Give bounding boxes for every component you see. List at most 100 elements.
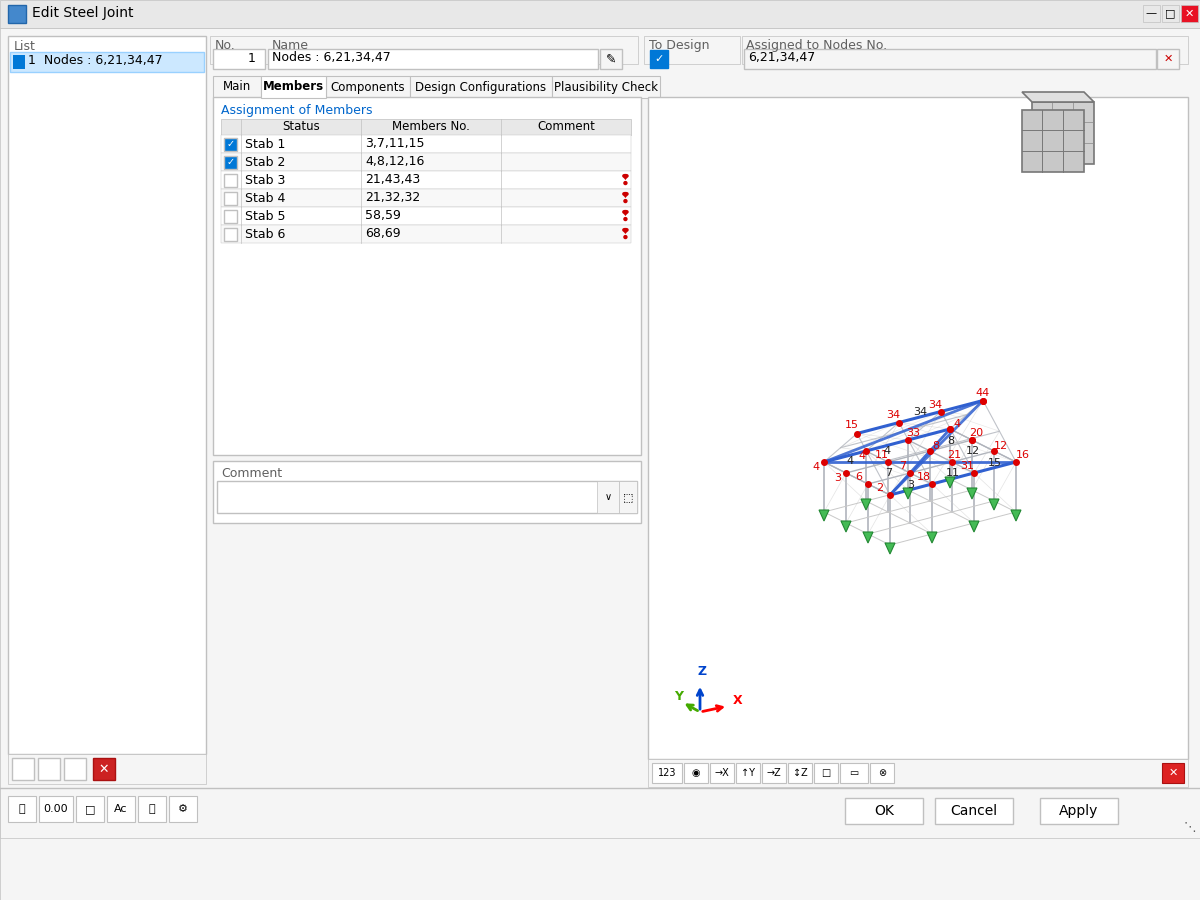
Polygon shape [967, 488, 977, 499]
FancyBboxPatch shape [221, 189, 631, 207]
Text: Main: Main [223, 80, 251, 94]
FancyBboxPatch shape [221, 135, 631, 153]
Text: 4: 4 [812, 462, 820, 472]
Text: Stab 6: Stab 6 [245, 228, 286, 240]
Text: Cancel: Cancel [950, 804, 997, 818]
Text: —: — [1146, 8, 1157, 19]
FancyBboxPatch shape [650, 50, 668, 68]
Text: 6: 6 [856, 472, 863, 482]
FancyBboxPatch shape [221, 207, 631, 225]
Text: 3: 3 [907, 480, 914, 490]
Text: Stab 5: Stab 5 [245, 210, 286, 222]
Text: 12: 12 [966, 446, 980, 456]
Text: 34: 34 [913, 407, 928, 417]
FancyBboxPatch shape [935, 798, 1013, 824]
Text: 21: 21 [947, 450, 961, 460]
Text: Status: Status [282, 121, 320, 133]
Text: 7: 7 [886, 469, 893, 479]
Text: 3,7,11,15: 3,7,11,15 [365, 138, 425, 150]
Text: 34: 34 [928, 400, 942, 410]
Text: ⬚: ⬚ [623, 492, 634, 502]
Text: OK: OK [874, 804, 894, 818]
Polygon shape [818, 510, 829, 521]
Text: Y: Y [674, 690, 683, 703]
Text: 6,21,34,47: 6,21,34,47 [748, 51, 815, 64]
FancyBboxPatch shape [710, 763, 734, 783]
Text: 3: 3 [834, 473, 841, 483]
FancyBboxPatch shape [221, 119, 631, 135]
Text: 1: 1 [248, 52, 256, 66]
Text: 4: 4 [883, 446, 890, 455]
FancyBboxPatch shape [224, 210, 238, 223]
FancyBboxPatch shape [8, 796, 36, 822]
FancyBboxPatch shape [619, 481, 637, 513]
Text: 16: 16 [1016, 450, 1030, 460]
Text: □: □ [1165, 8, 1176, 19]
Text: ⊗: ⊗ [878, 768, 886, 778]
FancyBboxPatch shape [8, 754, 206, 784]
Polygon shape [1010, 510, 1021, 521]
Text: 8: 8 [932, 441, 940, 451]
FancyBboxPatch shape [94, 758, 115, 780]
FancyBboxPatch shape [1162, 763, 1184, 783]
Text: ❢: ❢ [619, 227, 631, 241]
FancyBboxPatch shape [8, 5, 26, 23]
FancyBboxPatch shape [10, 52, 204, 72]
FancyBboxPatch shape [1022, 110, 1084, 172]
Text: 31: 31 [960, 461, 974, 471]
Polygon shape [862, 499, 871, 510]
Text: ◉: ◉ [691, 768, 701, 778]
FancyBboxPatch shape [744, 49, 1156, 69]
FancyBboxPatch shape [12, 758, 34, 780]
FancyBboxPatch shape [214, 49, 265, 69]
FancyBboxPatch shape [210, 36, 638, 64]
FancyBboxPatch shape [600, 49, 622, 69]
FancyBboxPatch shape [684, 763, 708, 783]
Polygon shape [863, 532, 874, 543]
FancyBboxPatch shape [169, 796, 197, 822]
FancyBboxPatch shape [652, 763, 682, 783]
FancyBboxPatch shape [38, 758, 60, 780]
Text: 15: 15 [988, 457, 1002, 467]
Text: ✕: ✕ [1184, 8, 1194, 19]
FancyBboxPatch shape [1032, 102, 1094, 164]
Text: ✓: ✓ [227, 140, 234, 149]
Polygon shape [928, 532, 937, 543]
Text: To Design: To Design [649, 39, 709, 52]
Text: 11: 11 [875, 450, 889, 460]
Text: List: List [14, 40, 36, 53]
FancyBboxPatch shape [224, 228, 238, 241]
Text: 11: 11 [946, 469, 960, 479]
Polygon shape [946, 477, 955, 488]
FancyBboxPatch shape [224, 192, 238, 205]
Text: 68,69: 68,69 [365, 228, 401, 240]
Text: 🔍: 🔍 [19, 804, 25, 814]
FancyBboxPatch shape [221, 225, 631, 243]
FancyBboxPatch shape [870, 763, 894, 783]
Text: ✎: ✎ [606, 52, 617, 66]
Text: Members: Members [263, 80, 324, 94]
Text: 4: 4 [846, 456, 853, 466]
FancyBboxPatch shape [742, 36, 1188, 64]
FancyBboxPatch shape [214, 76, 262, 98]
Text: ✕: ✕ [1163, 54, 1172, 64]
FancyBboxPatch shape [326, 76, 410, 98]
FancyBboxPatch shape [224, 138, 238, 151]
Text: 21,32,32: 21,32,32 [365, 192, 420, 204]
Text: 0.00: 0.00 [43, 804, 68, 814]
FancyBboxPatch shape [0, 28, 1200, 900]
Text: 4: 4 [858, 451, 865, 461]
Text: 20: 20 [968, 428, 983, 438]
FancyBboxPatch shape [648, 759, 1188, 787]
Text: ▭: ▭ [850, 768, 859, 778]
Text: ↕Z: ↕Z [793, 768, 808, 778]
Text: No.: No. [215, 39, 235, 52]
Polygon shape [989, 499, 998, 510]
FancyBboxPatch shape [138, 796, 166, 822]
FancyBboxPatch shape [814, 763, 838, 783]
Text: Comment: Comment [538, 121, 595, 133]
FancyBboxPatch shape [1157, 49, 1178, 69]
Text: ✓: ✓ [654, 54, 664, 64]
Text: ⋱: ⋱ [1183, 822, 1196, 834]
FancyBboxPatch shape [1142, 5, 1160, 22]
